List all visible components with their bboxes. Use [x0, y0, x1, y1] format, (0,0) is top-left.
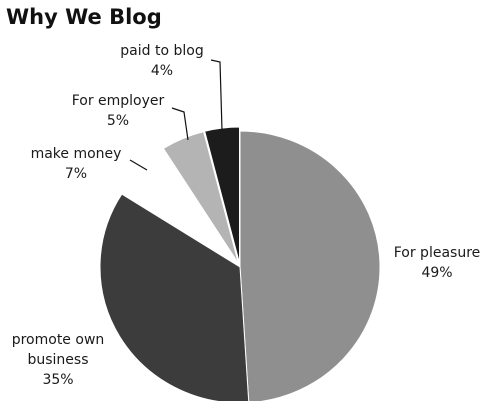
pie-slice-promote-own-business — [99, 193, 250, 401]
slice-label-paid-to-blog-name: paid to blog — [120, 43, 203, 59]
pie-slice-for-employer — [162, 130, 239, 264]
slice-labels: For pleasure 49% promote own business 35% mak… — [12, 43, 481, 388]
slice-label-make-money-name: make money — [31, 146, 122, 162]
pie-slice-for-pleasure — [239, 130, 381, 401]
slice-label-for-pleasure-name: For pleasure — [394, 245, 481, 261]
slice-label-promote-own-business-name-line-2: business — [27, 352, 88, 368]
leader-line-for-employer — [171, 107, 189, 141]
slice-label-for-employer-name: For employer — [72, 93, 165, 109]
leader-line-paid-to-blog — [210, 59, 223, 131]
slice-label-for-employer-value: 5% — [107, 113, 129, 129]
slice-label-for-pleasure-value: 49% — [421, 265, 452, 281]
chart-title: Why We Blog — [6, 5, 162, 29]
slice-label-paid-to-blog-value: 4% — [151, 63, 173, 79]
slice-label-promote-own-business-value: 35% — [42, 372, 73, 388]
slice-label-make-money-value: 7% — [65, 166, 87, 182]
slice-label-promote-own-business-name-line-1: promote own — [12, 332, 105, 348]
pie-slices — [99, 126, 381, 401]
leader-lines — [129, 59, 223, 171]
pie-slice-make-money — [114, 144, 234, 261]
leader-line-make-money — [129, 159, 148, 171]
